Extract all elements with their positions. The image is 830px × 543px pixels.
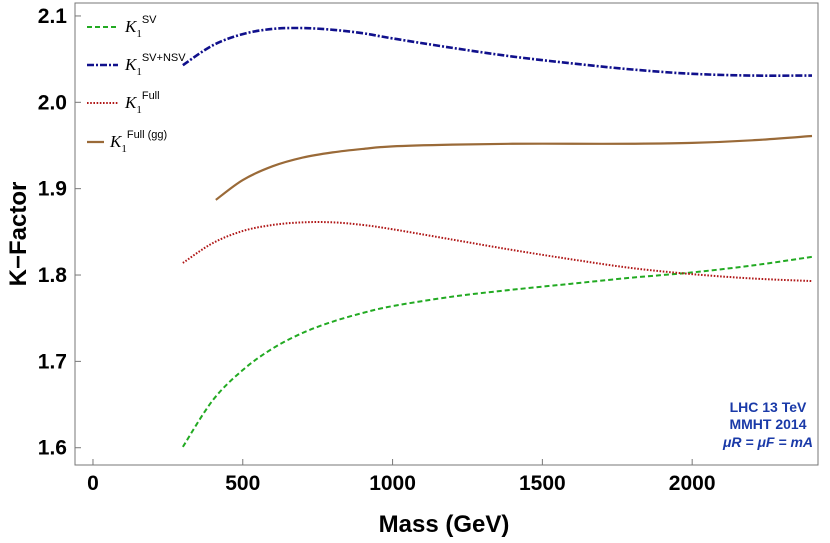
x-tick-label: 0 <box>87 472 99 495</box>
y-tick-label: 1.6 <box>38 437 67 460</box>
annotation-line-3: μR = μF = mA <box>722 434 813 450</box>
x-tick-label: 1500 <box>519 472 566 495</box>
plot-frame <box>74 2 819 466</box>
legend-sup-full-gg: Full (gg) <box>127 129 167 141</box>
legend-main-sv: K <box>124 17 138 36</box>
legend-sup-sv-nsv: SV+NSV <box>142 52 186 64</box>
legend-sub-sv-nsv: 1 <box>136 66 142 78</box>
y-tick-label: 2.0 <box>38 91 67 114</box>
svg-text:K1Full (gg): K1Full (gg) <box>109 129 167 155</box>
svg-text:K1Full: K1Full <box>124 90 160 116</box>
legend-main-full: K <box>124 93 138 112</box>
x-tick-label: 1000 <box>369 472 416 495</box>
legend-sub-full: 1 <box>136 104 142 116</box>
legend-sub-full-gg: 1 <box>121 143 127 155</box>
legend-item-sv-nsv: K1SV+NSV <box>87 52 186 78</box>
series-line-sv <box>182 255 813 448</box>
y-tick-label: 1.9 <box>38 178 67 201</box>
legend-sup-sv: SV <box>142 14 157 26</box>
series-line-full-gg <box>215 134 813 201</box>
legend-main-sv-nsv: K <box>124 55 138 74</box>
svg-text:K1SV+NSV: K1SV+NSV <box>124 52 186 78</box>
annotation: LHC 13 TeV MMHT 2014 μR = μF = mA <box>722 399 813 450</box>
legend-item-full: K1Full <box>87 90 160 116</box>
axis-ticks: 0 500 1000 1500 2000 1.6 1.7 1.8 1.9 2.0 2.1 <box>38 5 716 495</box>
y-tick-label: 1.7 <box>38 350 67 373</box>
annotation-line-2: MMHT 2014 <box>729 416 806 432</box>
svg-text:K1SV: K1SV <box>124 14 157 40</box>
legend-item-full-gg: K1Full (gg) <box>87 129 167 155</box>
legend-main-full-gg: K <box>109 132 123 151</box>
y-axis-label: K−Factor <box>5 182 32 287</box>
y-tick-label: 1.8 <box>38 264 68 287</box>
annotation-line-1: LHC 13 TeV <box>730 399 807 415</box>
series-line-sv-nsv <box>182 26 813 77</box>
x-tick-label: 500 <box>225 472 260 495</box>
x-axis-label: Mass (GeV) <box>379 511 510 538</box>
series-lines <box>182 26 813 448</box>
legend-sup-full: Full <box>142 90 160 102</box>
series-line-full <box>182 221 813 283</box>
y-tick-label: 2.1 <box>38 5 68 28</box>
x-tick-label: 2000 <box>669 472 716 495</box>
legend-item-sv: K1SV <box>87 14 157 40</box>
legend: K1SV K1SV+NSV K1Full K1Full (gg) <box>87 14 186 155</box>
legend-sub-sv: 1 <box>136 28 142 40</box>
